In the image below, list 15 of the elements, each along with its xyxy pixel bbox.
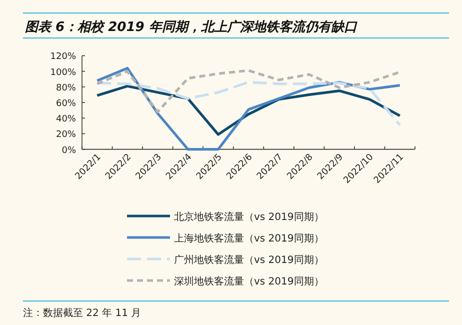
y-tick-label: 100% — [50, 68, 76, 78]
line-series — [96, 80, 402, 126]
legend-label: 上海地铁客流量（vs 2019同期） — [174, 232, 324, 244]
text: 注：数据截至 22 年 11 月 — [23, 307, 142, 319]
legend-label: 广州地铁客流量（vs 2019同期） — [174, 254, 324, 266]
y-tick-label: 120% — [50, 52, 76, 62]
line-series — [96, 69, 402, 114]
chart-title: 图表 6：相校 2019 年同期，北上广深地铁客流仍有缺口 — [25, 19, 358, 35]
y-tick-label: 20% — [56, 130, 76, 140]
y-tick-label: 0% — [62, 146, 76, 156]
y-tick-label: 40% — [56, 114, 76, 125]
legend-label: 北京地铁客流量（vs 2019同期） — [174, 211, 324, 223]
y-tick-label: 80% — [56, 83, 76, 94]
legend-label: 深圳地铁客流量（vs 2019同期） — [174, 276, 324, 288]
y-tick-label: 60% — [56, 99, 76, 109]
